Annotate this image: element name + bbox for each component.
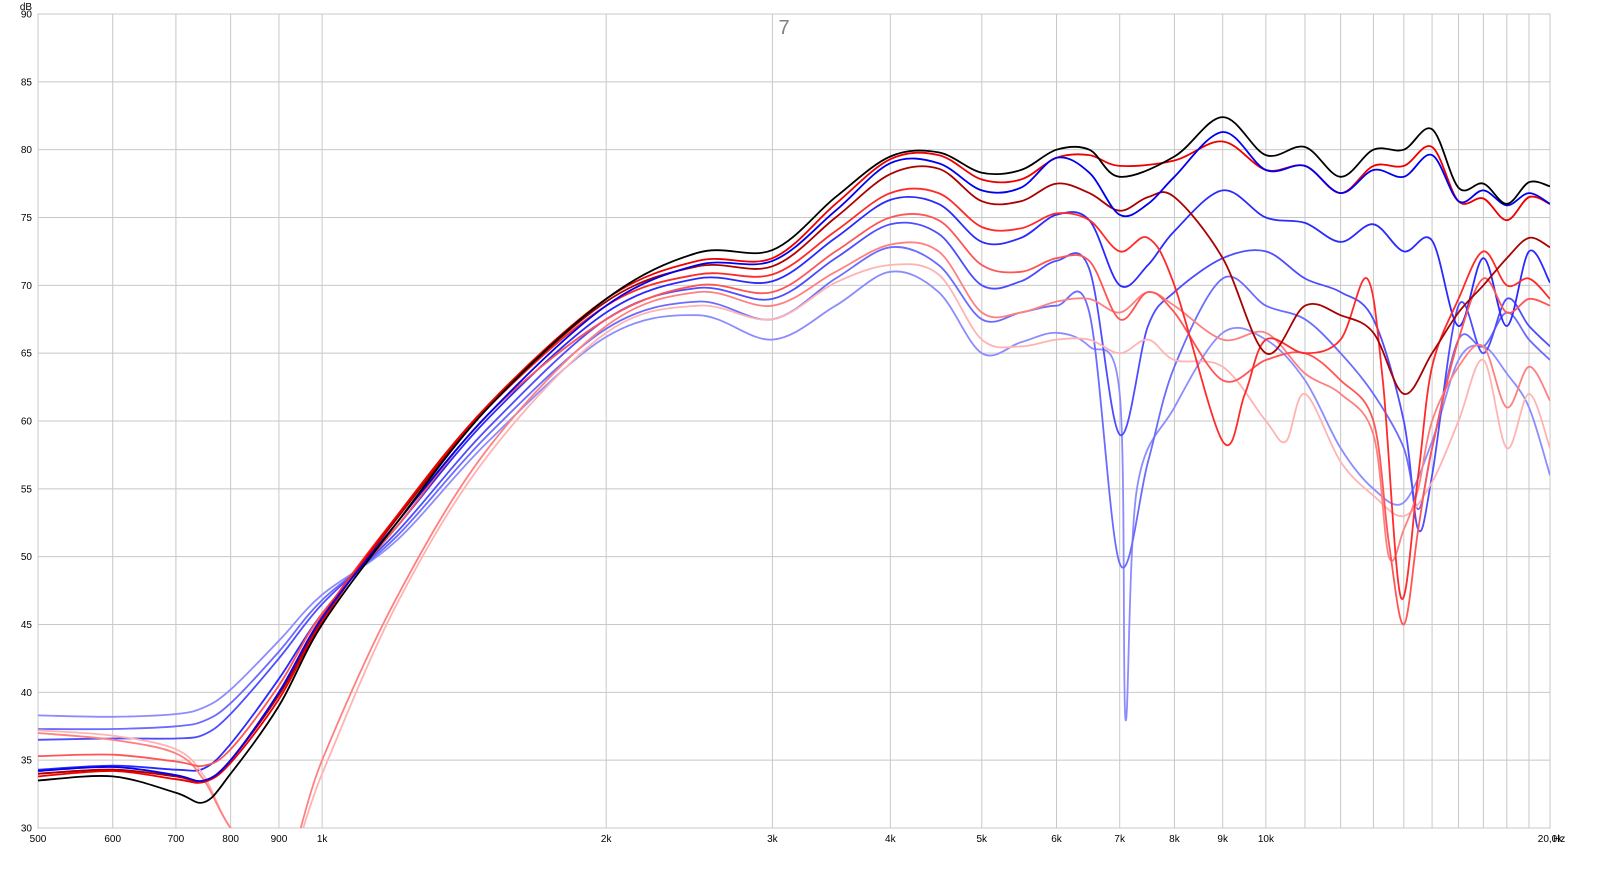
x-tick-label: 1k <box>317 834 329 845</box>
y-tick-label: 75 <box>21 213 33 224</box>
y-tick-label: 85 <box>21 77 33 88</box>
x-tick-label: 9k <box>1217 834 1229 845</box>
y-tick-label: 80 <box>21 145 33 156</box>
x-tick-label: 6k <box>1051 834 1063 845</box>
series-line-4 <box>38 165 1550 783</box>
x-tick-label: 500 <box>30 834 47 845</box>
y-tick-label: 55 <box>21 484 33 495</box>
x-tick-label: 7k <box>1114 834 1126 845</box>
series-line-10 <box>38 221 1550 741</box>
series-line-8 <box>38 263 1550 828</box>
x-tick-label: 20,0k <box>1538 834 1563 845</box>
y-unit-label: dB <box>20 2 33 13</box>
series-line-11 <box>38 246 1550 731</box>
y-tick-label: 40 <box>21 688 33 699</box>
series-line-9 <box>38 189 1550 772</box>
chart-title: 7 <box>778 17 789 39</box>
series-line-5 <box>38 187 1550 784</box>
x-tick-label: 800 <box>222 834 239 845</box>
x-tick-label: 700 <box>168 834 185 845</box>
axis-labels: 500 600 700 800 900 1k 2k 3k 4k 5k 6k 7k 8k 9k 10k 20,0… <box>21 10 1563 846</box>
y-tick-label: 60 <box>21 417 33 428</box>
series-line-6 <box>38 213 1550 767</box>
series-line-2 <box>38 131 1550 782</box>
y-tick-label: 35 <box>21 756 33 767</box>
y-tick-label: 70 <box>21 281 33 292</box>
y-tick-label: 65 <box>21 349 33 360</box>
x-tick-label: 3k <box>767 834 779 845</box>
x-unit-label: Hz <box>1553 834 1565 845</box>
y-tick-label: 90 <box>21 10 33 21</box>
x-tick-label: 900 <box>271 834 288 845</box>
series-layer <box>38 116 1550 828</box>
y-tick-label: 45 <box>21 620 33 631</box>
y-tick-label: 50 <box>21 552 33 563</box>
x-tick-label: 2k <box>601 834 613 845</box>
series-line-3 <box>38 140 1550 784</box>
series-line-1 <box>38 116 1550 804</box>
x-tick-label: 4k <box>885 834 897 845</box>
x-tick-label: 5k <box>977 834 989 845</box>
x-tick-label: 600 <box>104 834 121 845</box>
y-tick-label: 30 <box>21 824 33 835</box>
x-tick-label: 10k <box>1258 834 1275 845</box>
x-tick-label: 8k <box>1169 834 1181 845</box>
